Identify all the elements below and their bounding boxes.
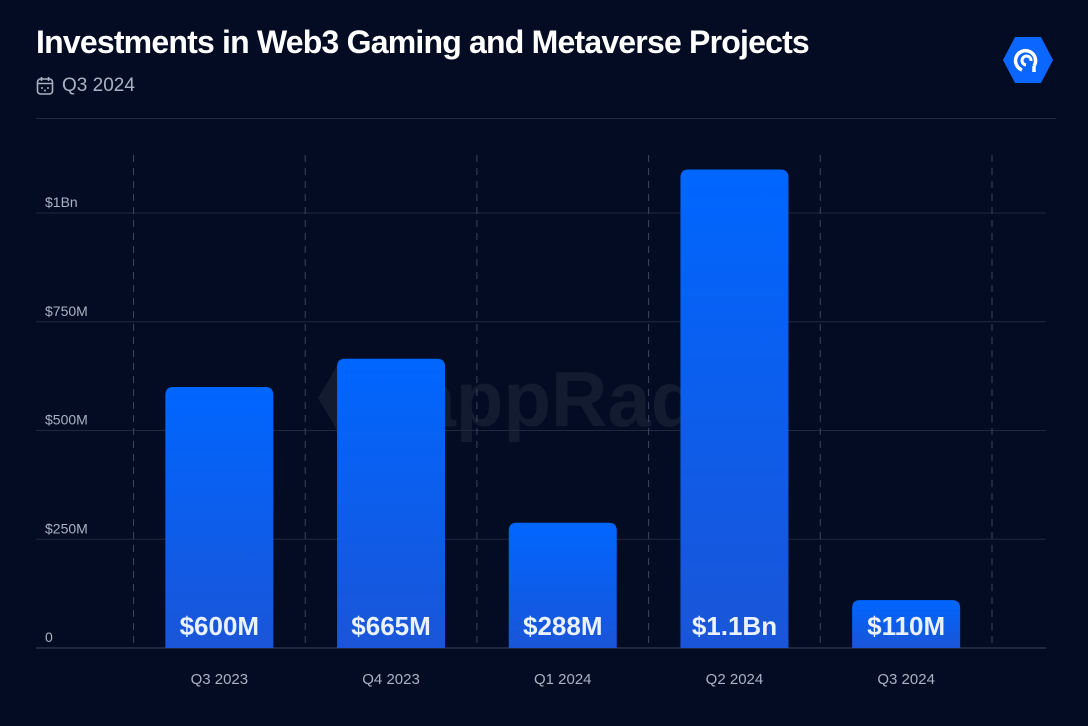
dappradar-logo — [1003, 37, 1053, 83]
bar-q3-2024 — [852, 600, 961, 648]
bar-q1-2024 — [508, 522, 617, 648]
period-subtitle: Q3 2024 — [36, 75, 135, 97]
x-tick-label: Q2 2024 — [706, 671, 764, 688]
data-label: $600M — [180, 611, 260, 641]
y-tick-label: $1Bn — [45, 194, 78, 210]
data-label: $665M — [351, 611, 431, 641]
data-label: $110M — [867, 611, 945, 641]
header-divider — [36, 118, 1056, 119]
data-label: $1.1Bn — [692, 611, 777, 641]
y-tick-label: 0 — [45, 629, 53, 645]
data-label: $288M — [523, 611, 603, 641]
x-tick-label: Q1 2024 — [534, 671, 592, 688]
chart-title: Investments in Web3 Gaming and Metaverse… — [36, 24, 810, 60]
bar-q4-2023 — [337, 358, 446, 648]
y-tick-label: $500M — [45, 412, 88, 428]
x-tick-label: Q3 2024 — [877, 671, 935, 688]
bar-q3-2023 — [165, 387, 274, 648]
calendar-icon — [36, 77, 54, 95]
x-tick-label: Q3 2023 — [191, 671, 249, 688]
x-tick-label: Q4 2023 — [362, 671, 420, 688]
y-tick-label: $250M — [45, 520, 88, 536]
bar-q2-2024 — [680, 169, 789, 648]
period-label: Q3 2024 — [62, 75, 135, 96]
y-tick-label: $750M — [45, 303, 88, 319]
